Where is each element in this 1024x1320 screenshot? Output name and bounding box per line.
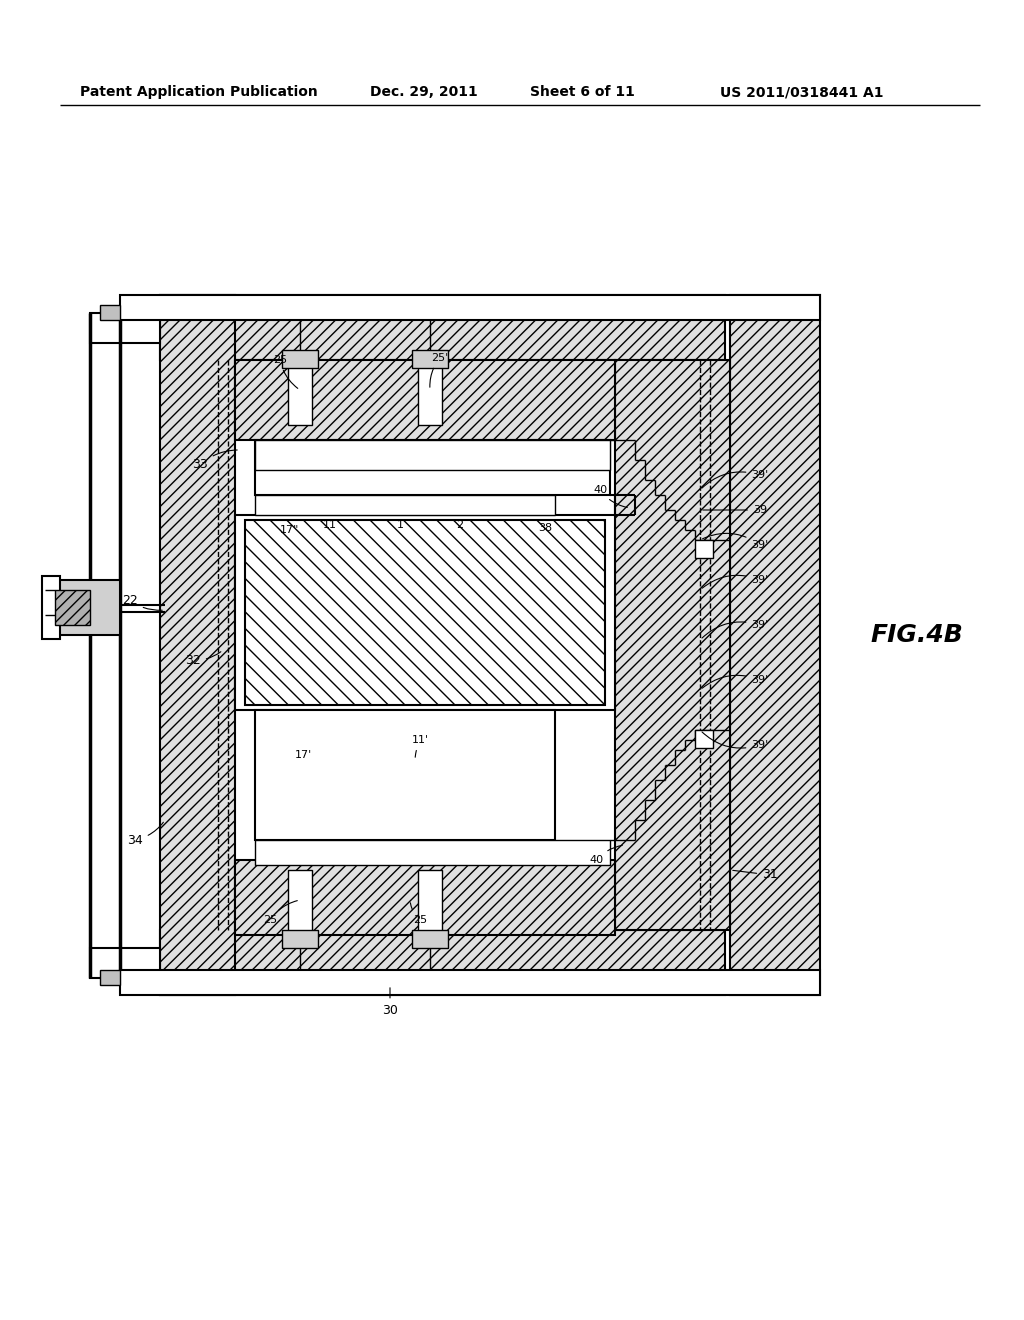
Bar — [55, 579, 120, 635]
Bar — [255, 440, 610, 495]
Text: 11: 11 — [323, 520, 337, 531]
Text: 39': 39' — [702, 731, 769, 750]
Text: 17": 17" — [280, 525, 299, 535]
Bar — [418, 870, 442, 935]
Bar — [234, 861, 615, 935]
Text: 39': 39' — [702, 533, 769, 550]
Text: FIG.4B: FIG.4B — [870, 623, 963, 647]
Text: 33: 33 — [193, 450, 238, 471]
Text: 25: 25 — [273, 355, 298, 388]
Text: 31: 31 — [733, 869, 778, 882]
Text: 1: 1 — [396, 520, 403, 531]
Bar — [695, 730, 713, 748]
Bar — [412, 931, 449, 948]
Text: 38: 38 — [538, 523, 552, 533]
Bar — [234, 515, 615, 710]
Bar — [255, 840, 610, 865]
Text: 39: 39 — [702, 506, 767, 515]
Text: 39': 39' — [702, 675, 769, 688]
Bar — [234, 360, 615, 440]
Bar — [730, 294, 820, 995]
Text: US 2011/0318441 A1: US 2011/0318441 A1 — [720, 84, 884, 99]
Text: 2: 2 — [457, 520, 464, 531]
Bar — [160, 294, 234, 995]
Bar — [245, 520, 605, 705]
Bar — [100, 970, 120, 985]
Text: 25: 25 — [263, 900, 297, 925]
Text: 32: 32 — [185, 652, 221, 667]
Bar — [282, 931, 318, 948]
Text: 40: 40 — [593, 484, 628, 507]
Bar — [282, 350, 318, 368]
Bar — [100, 305, 120, 319]
Bar — [160, 931, 725, 995]
Bar — [255, 495, 555, 515]
Bar — [90, 948, 160, 978]
Bar — [288, 360, 312, 425]
Text: 30: 30 — [382, 987, 398, 1016]
Text: Dec. 29, 2011: Dec. 29, 2011 — [370, 84, 478, 99]
Text: Patent Application Publication: Patent Application Publication — [80, 84, 317, 99]
Bar — [615, 360, 730, 931]
Bar — [255, 710, 555, 840]
Bar — [120, 970, 820, 995]
Bar — [695, 540, 713, 558]
Bar — [55, 590, 90, 624]
Text: 40: 40 — [590, 845, 623, 865]
Bar — [42, 576, 60, 639]
Text: 11': 11' — [412, 735, 429, 758]
Bar — [418, 360, 442, 425]
Bar — [412, 350, 449, 368]
Bar — [90, 313, 160, 343]
Bar — [160, 294, 725, 360]
Text: 39': 39' — [702, 620, 769, 638]
Bar — [120, 294, 820, 319]
Text: 25': 25' — [430, 352, 449, 387]
Text: 34: 34 — [127, 822, 164, 846]
Text: 39': 39' — [702, 576, 769, 589]
Text: Sheet 6 of 11: Sheet 6 of 11 — [530, 84, 635, 99]
Text: 22: 22 — [122, 594, 162, 610]
Bar — [288, 870, 312, 935]
Text: 39': 39' — [702, 470, 769, 488]
Text: 17': 17' — [295, 750, 312, 760]
Text: 25: 25 — [411, 903, 427, 925]
Bar — [255, 440, 610, 470]
